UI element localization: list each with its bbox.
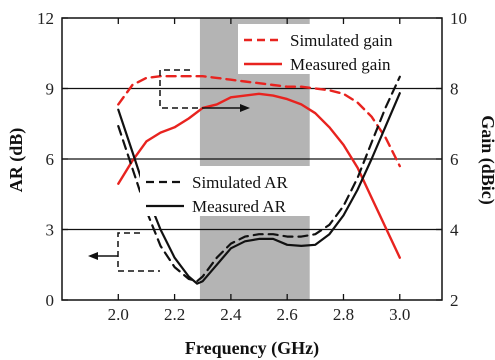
y-right-tick-label: 6: [450, 150, 459, 169]
gain-arrow-head: [240, 104, 250, 112]
y-left-tick-label: 9: [46, 80, 55, 99]
y-left-tick-label: 12: [37, 9, 54, 28]
x-tick-label: 2.8: [333, 305, 354, 324]
legend-gain: Simulated gain Measured gain: [238, 24, 435, 74]
gain-axis-indicator: [159, 69, 250, 112]
gain-bracket-dashed: [159, 69, 208, 109]
ar-axis-indicator: [88, 232, 160, 272]
ar-arrow-head: [88, 252, 98, 260]
x-tick-label: 3.0: [389, 305, 410, 324]
x-tick-label: 2.2: [164, 305, 185, 324]
series-line-simulated-ar: [117, 75, 401, 283]
series-line-measured-gain: [117, 92, 401, 259]
legend-simulated-ar-label: Simulated AR: [192, 173, 289, 192]
legend-simulated-gain-label: Simulated gain: [290, 31, 393, 50]
legend-measured-ar-label: Measured AR: [192, 197, 287, 216]
legend-gain-box: [238, 24, 435, 74]
y-right-tick-label: 8: [450, 80, 459, 99]
legend-measured-gain-label: Measured gain: [290, 55, 391, 74]
x-tick-label: 2.6: [277, 305, 298, 324]
y-right-tick-label: 4: [450, 221, 459, 240]
y-left-tick-label: 6: [46, 150, 55, 169]
y-left-tick-label: 0: [46, 291, 55, 310]
legend-ar-box: [140, 166, 325, 216]
x-tick-label: 2.0: [108, 305, 129, 324]
legend-ar: Simulated AR Measured AR: [140, 166, 325, 216]
y-right-tick-label: 2: [450, 291, 459, 310]
y-axis-title-right: Gain (dBic): [477, 115, 495, 205]
series-line-measured-ar: [117, 92, 401, 285]
x-tick-label: 2.4: [220, 305, 242, 324]
x-axis-title: Frequency (GHz): [185, 338, 319, 359]
ar-bracket-dashed: [117, 232, 160, 272]
series-line-simulated-gain: [117, 74, 401, 168]
y-left-tick-label: 3: [46, 221, 55, 240]
y-right-tick-label: 10: [450, 9, 467, 28]
y-axis-title-left: AR (dB): [6, 128, 27, 193]
